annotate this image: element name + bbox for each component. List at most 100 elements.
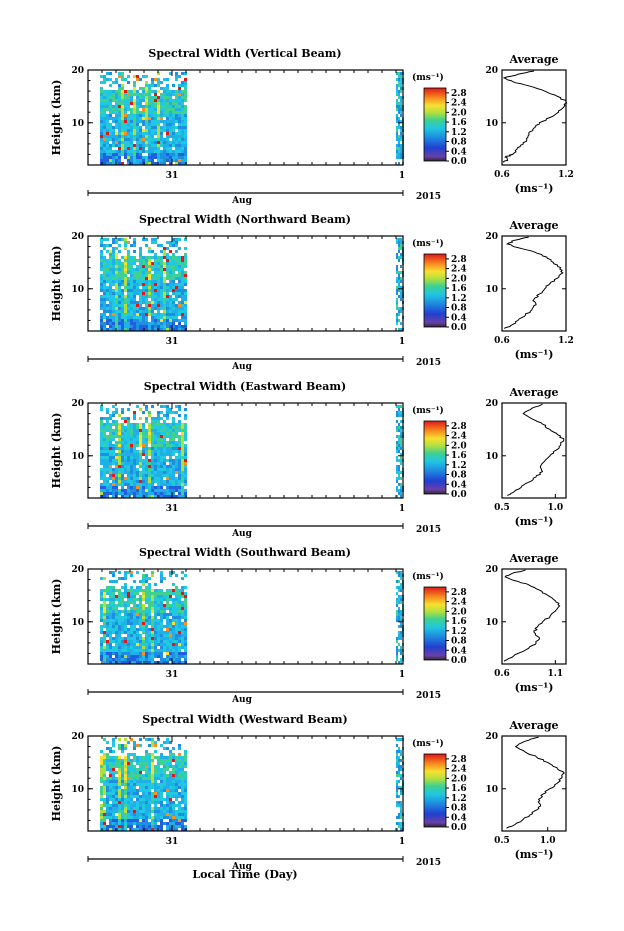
heatmap-cell xyxy=(396,486,398,489)
heatmap-cell xyxy=(178,96,181,99)
heatmap-cell xyxy=(127,646,130,649)
heatmap-cell xyxy=(118,646,121,649)
heatmap-cell xyxy=(169,456,172,459)
heatmap-cell xyxy=(139,622,142,625)
heatmap-cell xyxy=(154,123,157,126)
heatmap-cell xyxy=(181,774,184,777)
heatmap-cell xyxy=(181,108,184,111)
heatmap-cell xyxy=(136,622,139,625)
heatmap-cell xyxy=(184,423,187,426)
heatmap-cell xyxy=(160,807,163,810)
heatmap-cell xyxy=(109,483,112,486)
heatmap-cell xyxy=(124,147,127,150)
heatmap-cell xyxy=(118,598,121,601)
heatmap-cell xyxy=(124,105,127,108)
heatmap-cell xyxy=(106,96,109,99)
heatmap-cell xyxy=(154,129,157,132)
heatmap-cell xyxy=(175,768,178,771)
heatmap-cell xyxy=(184,265,187,268)
heatmap-cell xyxy=(100,87,103,90)
heatmap-cell xyxy=(112,595,115,598)
heatmap-cell xyxy=(127,589,130,592)
heatmap-cell xyxy=(145,286,148,289)
heatmap-cell xyxy=(184,634,187,637)
heatmap-cell xyxy=(100,153,103,156)
heatmap-cell xyxy=(157,72,160,75)
heatmap-cell xyxy=(121,301,124,304)
heatmap-cell xyxy=(151,816,154,819)
heatmap-cell xyxy=(184,414,187,417)
heatmap-cell xyxy=(400,247,402,250)
heatmap-cell xyxy=(133,132,136,135)
heatmap-cell xyxy=(124,789,127,792)
heatmap-cell xyxy=(157,477,160,480)
heatmap-cell xyxy=(154,598,157,601)
heatmap-cell xyxy=(175,450,178,453)
heatmap-cell xyxy=(160,780,163,783)
heatmap-cell xyxy=(136,634,139,637)
heatmap-cell xyxy=(109,580,112,583)
heatmap-cell xyxy=(181,325,184,328)
heatmap-cell xyxy=(130,589,133,592)
heatmap-cell xyxy=(151,420,154,423)
heatmap-cell xyxy=(103,471,106,474)
heatmap-cell xyxy=(133,655,136,658)
heatmap-cell xyxy=(175,649,178,652)
heatmap-cell xyxy=(127,477,130,480)
heatmap-cell xyxy=(112,292,115,295)
heatmap-cell xyxy=(400,405,402,408)
heatmap-cell xyxy=(100,592,103,595)
heatmap-cell xyxy=(142,580,145,583)
heatmap-cell xyxy=(145,444,148,447)
heatmap-cell xyxy=(100,649,103,652)
heatmap-cell xyxy=(398,141,400,144)
heatmap-cell xyxy=(124,141,127,144)
panel-title: Spectral Width (Vertical Beam) xyxy=(148,47,341,60)
heatmap-cell xyxy=(154,277,157,280)
heatmap-cell xyxy=(178,141,181,144)
heatmap-cell xyxy=(169,625,172,628)
heatmap-cell xyxy=(184,447,187,450)
heatmap-cell xyxy=(106,480,109,483)
heatmap-cell xyxy=(100,658,103,661)
heatmap-cell xyxy=(400,411,402,414)
heatmap-cell xyxy=(184,159,187,162)
heatmap-cell xyxy=(396,495,398,498)
heatmap-cell xyxy=(154,96,157,99)
heatmap-cell xyxy=(139,483,142,486)
heatmap-cell xyxy=(157,78,160,81)
heatmap-cell xyxy=(400,438,402,441)
heatmap-cell xyxy=(175,120,178,123)
heatmap-cell xyxy=(130,292,133,295)
heatmap-cell xyxy=(175,328,178,331)
heatmap-cell xyxy=(151,628,154,631)
colorbar-tick-label: 2.0 xyxy=(451,607,467,617)
heatmap-cell xyxy=(172,135,175,138)
heatmap-cell xyxy=(118,117,121,120)
heatmap-cell xyxy=(178,289,181,292)
heatmap-cell xyxy=(130,153,133,156)
heatmap-cell xyxy=(163,762,166,765)
heatmap-cell xyxy=(100,96,103,99)
heatmap-cell xyxy=(142,631,145,634)
heatmap-cell xyxy=(109,132,112,135)
heatmap-cell xyxy=(121,441,124,444)
heatmap-cell xyxy=(145,435,148,438)
colorbar-tick-label: 0.4 xyxy=(451,147,467,157)
heatmap-cell xyxy=(148,310,151,313)
heatmap-cell xyxy=(184,316,187,319)
heatmap-cell xyxy=(118,601,121,604)
heatmap-cell xyxy=(166,786,169,789)
heatmap-cell xyxy=(172,622,175,625)
heatmap-cell xyxy=(157,816,160,819)
heatmap-cell xyxy=(142,238,145,241)
heatmap-cell xyxy=(400,768,402,771)
heatmap-cell xyxy=(398,72,400,75)
heatmap-cell xyxy=(184,468,187,471)
heatmap-cell xyxy=(115,262,118,265)
heatmap-cell xyxy=(139,444,142,447)
heatmap-cell xyxy=(103,768,106,771)
colorbar-tick-label: 0.4 xyxy=(451,480,467,490)
heatmap-cell xyxy=(178,259,181,262)
heatmap-cell xyxy=(181,262,184,265)
